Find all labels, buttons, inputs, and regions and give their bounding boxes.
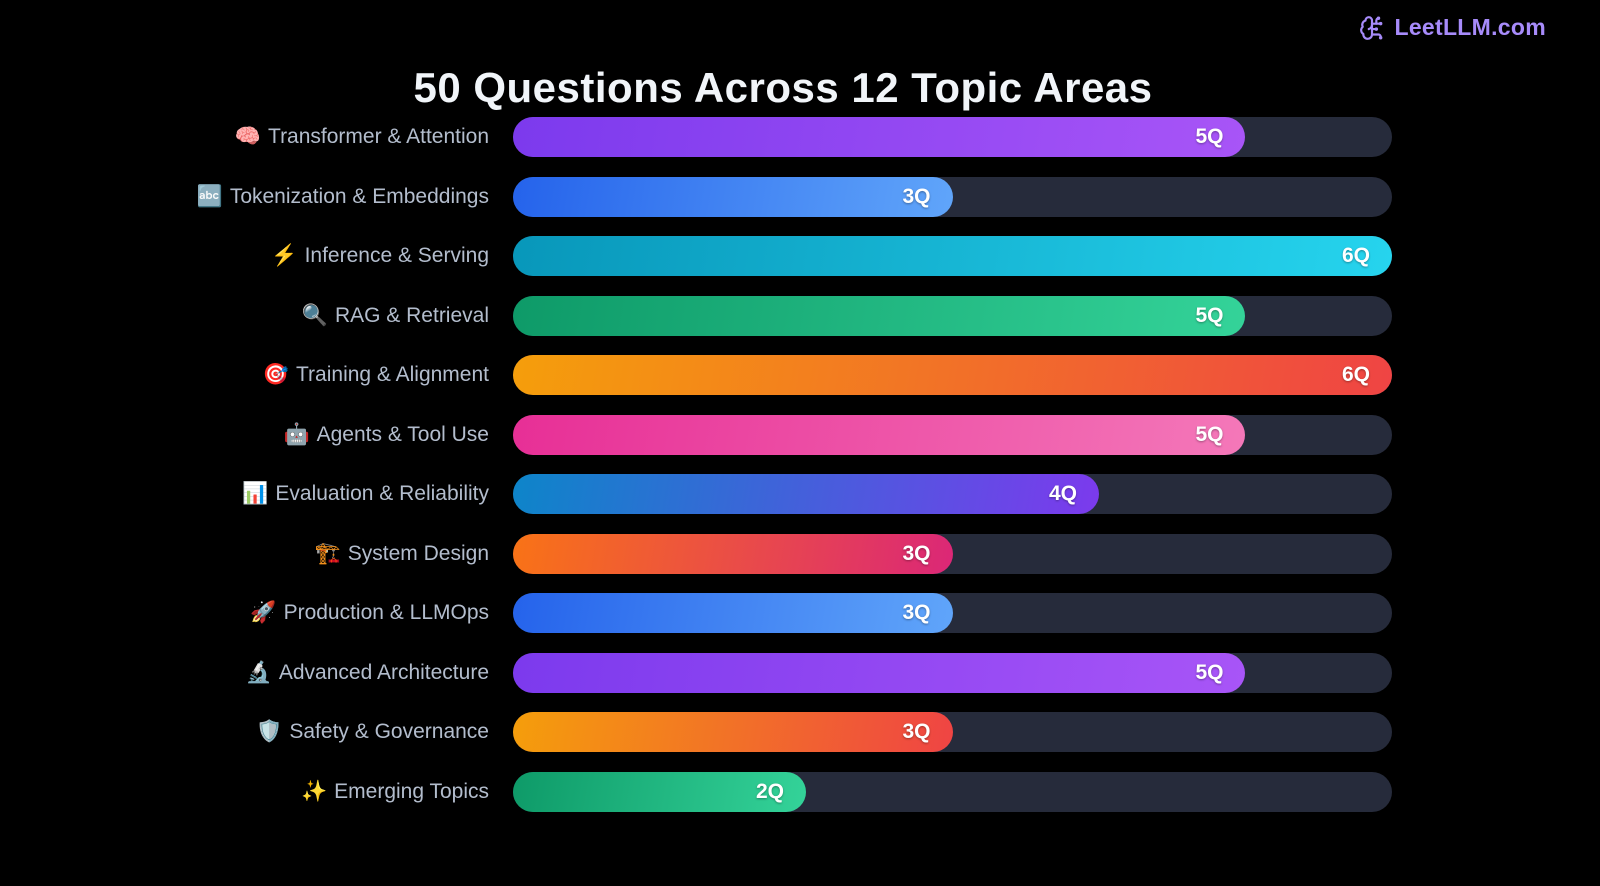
topic-label-text: Advanced Architecture [278,660,489,684]
bar-value-label: 6Q [1341,363,1370,386]
topic-label-text: Training & Alignment [296,363,489,386]
topic-label: 🔬 Advanced Architecture [0,661,489,685]
magnifier-emoji: 🔍 [301,303,328,327]
topic-label-text: Transformer & Attention [268,125,489,148]
bar-value-label: 2Q [755,779,784,803]
topic-label: ✨ Emerging Topics [0,780,489,804]
bar-fill: 3Q [513,176,953,217]
bar-value-label: 5Q [1195,303,1224,327]
topic-bar-chart: 🧠 Transformer & Attention 5Q 🔤 Tokenizatio… [0,117,1600,831]
bar-track: 5Q [513,117,1392,157]
chart-row: 🎯 Training & Alignment 6Q [0,355,1600,395]
bar-value-label: 3Q [902,184,931,208]
bar-track: 3Q [513,533,1392,574]
topic-label-text: Tokenization & Embeddings [229,184,489,208]
bar-value-label: 5Q [1195,422,1224,446]
bar-fill: 5Q [513,414,1246,455]
shield-emoji: 🛡️ [256,720,283,743]
bar-fill: 3Q [513,712,953,752]
bar-track: 2Q [513,771,1392,812]
bar-value-label: 3Q [902,720,931,743]
robot-emoji: 🤖 [283,422,310,446]
bar-track: 6Q [513,236,1392,276]
topic-label-text: Production & LLMOps [283,601,489,624]
topic-label: 🔤 Tokenization & Embeddings [0,185,489,209]
chart-row: 🔍 RAG & Retrieval 5Q [0,295,1600,336]
bar-track: 5Q [513,295,1392,336]
topic-label-text: RAG & Retrieval [334,303,489,327]
topic-label: 🤖 Agents & Tool Use [0,423,489,447]
bar-value-label: 4Q [1049,482,1078,505]
topic-label-text: Evaluation & Reliability [275,482,489,505]
topic-label-text: Inference & Serving [304,244,489,267]
bar-track: 3Q [513,712,1392,752]
brain-emoji: 🧠 [234,125,262,148]
bar-fill: 5Q [513,295,1246,336]
construction-crane-emoji: 🏗️ [314,541,341,565]
bar-fill: 3Q [513,533,953,574]
microscope-emoji: 🔬 [245,660,272,684]
chart-row: ✨ Emerging Topics 2Q [0,771,1600,812]
bar-fill: 5Q [513,652,1246,693]
topic-label-text: Safety & Governance [289,720,489,743]
topic-label: 🛡️ Safety & Governance [0,720,489,744]
bar-value-label: 5Q [1195,660,1224,684]
bar-value-label: 6Q [1341,244,1370,267]
brand-text: LeetLLM.com [1394,14,1546,40]
rocket-emoji: 🚀 [250,601,277,624]
topic-label: 🚀 Production & LLMOps [0,601,489,625]
topic-label: 🔍 RAG & Retrieval [0,304,489,328]
bar-track: 3Q [513,593,1392,633]
sparkles-emoji: ✨ [300,779,328,803]
bar-fill: 6Q [513,236,1392,276]
bar-fill: 3Q [513,593,953,633]
chart-row: ⚡ Inference & Serving 6Q [0,236,1600,276]
bar-chart-emoji: 📊 [242,482,269,505]
abc-input-emoji: 🔤 [196,184,223,208]
chart-row: 🤖 Agents & Tool Use 5Q [0,414,1600,455]
bar-track: 5Q [513,652,1392,693]
topic-label: 📊 Evaluation & Reliability [0,482,489,506]
topic-label-text: System Design [347,541,489,565]
bar-track: 3Q [513,176,1392,217]
page-title: 50 Questions Across 12 Topic Areas [413,64,1153,111]
bar-value-label: 3Q [902,601,931,624]
topic-label-text: Emerging Topics [334,779,489,803]
chart-row: 🚀 Production & LLMOps 3Q [0,593,1600,633]
topic-label-text: Agents & Tool Use [316,422,489,446]
chart-row: 🛡️ Safety & Governance 3Q [0,712,1600,752]
chart-row: 🔤 Tokenization & Embeddings 3Q [0,176,1600,217]
chart-row: 🔬 Advanced Architecture 5Q [0,652,1600,693]
bar-track: 6Q [513,355,1392,395]
topic-label: 🧠 Transformer & Attention [0,125,489,149]
topic-label: 🎯 Training & Alignment [0,363,489,387]
brain-circuit-icon [1359,15,1385,41]
topic-label: ⚡ Inference & Serving [0,244,489,268]
lightning-emoji: ⚡ [271,244,298,267]
chart-row: 🏗️ System Design 3Q [0,533,1600,574]
bar-fill: 5Q [513,117,1246,157]
topic-label: 🏗️ System Design [0,542,489,566]
leetllm-logo[interactable]: LeetLLM.com [1359,14,1546,41]
chart-row: 🧠 Transformer & Attention 5Q [0,117,1600,157]
bar-fill: 4Q [513,474,1100,514]
bar-fill: 2Q [513,771,806,812]
bar-track: 5Q [513,414,1392,455]
bar-fill: 6Q [513,355,1392,395]
bar-value-label: 5Q [1195,125,1224,148]
chart-row: 📊 Evaluation & Reliability 4Q [0,474,1600,514]
bar-track: 4Q [513,474,1392,514]
target-emoji: 🎯 [262,363,289,386]
bar-value-label: 3Q [902,541,931,565]
